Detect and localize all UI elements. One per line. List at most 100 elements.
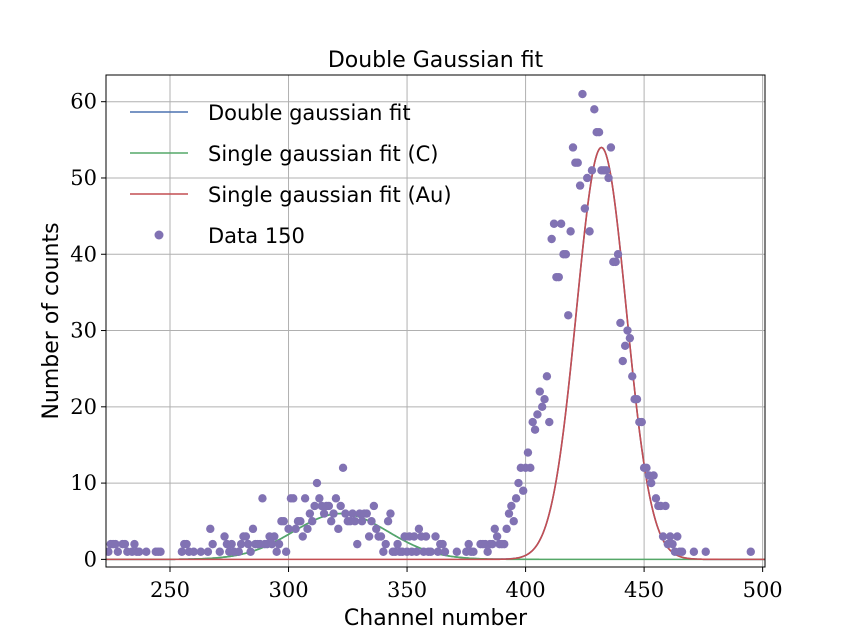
data-point bbox=[651, 494, 661, 503]
data-point bbox=[329, 509, 338, 518]
data-point bbox=[433, 547, 443, 556]
data-point bbox=[658, 532, 668, 541]
data-point bbox=[362, 509, 371, 518]
data-point bbox=[547, 234, 556, 244]
x-tick-label: 450 bbox=[624, 578, 664, 602]
data-point bbox=[367, 517, 376, 526]
data-point bbox=[289, 494, 298, 503]
data-point bbox=[649, 471, 658, 480]
plot-area bbox=[106, 89, 765, 561]
data-point bbox=[182, 539, 191, 549]
y-tick-label: 30 bbox=[70, 319, 97, 343]
data-point bbox=[296, 517, 305, 526]
data-point bbox=[519, 486, 528, 495]
grid-lines bbox=[106, 75, 765, 567]
data-point bbox=[142, 547, 151, 556]
data-point bbox=[298, 532, 307, 541]
data-point bbox=[492, 532, 502, 541]
data-point bbox=[746, 547, 755, 556]
x-tick-label: 400 bbox=[506, 578, 546, 602]
data-point bbox=[334, 524, 343, 534]
legend-marker-swatch bbox=[154, 230, 164, 240]
data-point bbox=[156, 547, 165, 556]
x-tick-label: 500 bbox=[743, 578, 783, 602]
legend-label: Single gaussian fit (Au) bbox=[208, 183, 452, 207]
data-point bbox=[227, 539, 236, 549]
data-point bbox=[284, 524, 293, 534]
data-point bbox=[379, 547, 388, 556]
data-point bbox=[353, 539, 362, 549]
series-line-double-gaussian-fit bbox=[106, 146, 765, 561]
data-point bbox=[564, 311, 573, 320]
data-point bbox=[220, 532, 229, 541]
y-tick-label: 40 bbox=[70, 242, 97, 266]
legend-label: Data 150 bbox=[208, 224, 305, 248]
data-point bbox=[601, 166, 611, 175]
data-point bbox=[632, 394, 642, 404]
data-point bbox=[618, 356, 627, 366]
data-point bbox=[341, 509, 350, 518]
data-point bbox=[625, 333, 635, 343]
legend-label: Double gaussian fit bbox=[208, 101, 411, 125]
data-point bbox=[665, 532, 675, 541]
y-tick-label: 50 bbox=[70, 166, 97, 190]
data-point bbox=[561, 250, 571, 259]
data-point bbox=[431, 532, 440, 541]
data-point bbox=[611, 257, 620, 267]
data-point bbox=[236, 539, 246, 549]
data-point bbox=[587, 166, 597, 175]
y-axis-label: Number of counts bbox=[39, 222, 64, 419]
data-point bbox=[701, 547, 710, 556]
data-point bbox=[469, 547, 478, 556]
data-point bbox=[549, 219, 559, 228]
plot-frame bbox=[105, 74, 766, 568]
data-point bbox=[421, 532, 431, 541]
data-point bbox=[440, 547, 450, 556]
data-point bbox=[637, 417, 646, 427]
data-point bbox=[331, 494, 341, 503]
data-point bbox=[677, 547, 687, 556]
data-point bbox=[535, 387, 544, 396]
data-point bbox=[511, 494, 521, 503]
data-point bbox=[267, 539, 277, 549]
series-line-single-gaussian-fit-au bbox=[106, 146, 765, 561]
data-point bbox=[120, 539, 130, 549]
data-point bbox=[111, 539, 120, 549]
data-point bbox=[647, 478, 656, 488]
data-point bbox=[580, 204, 590, 213]
data-point bbox=[134, 547, 144, 556]
data-point bbox=[542, 372, 552, 381]
data-point bbox=[248, 524, 258, 534]
data-point bbox=[308, 517, 317, 526]
data-point bbox=[526, 463, 535, 473]
data-point bbox=[568, 143, 578, 152]
data-point bbox=[270, 532, 279, 541]
data-point bbox=[315, 494, 324, 503]
data-point bbox=[258, 494, 267, 503]
data-point bbox=[246, 547, 255, 556]
data-point bbox=[350, 517, 360, 526]
data-point bbox=[364, 532, 374, 541]
data-point bbox=[241, 532, 251, 541]
data-point bbox=[305, 509, 315, 518]
data-point bbox=[348, 509, 357, 518]
data-point bbox=[673, 532, 682, 541]
axis-ticks: 250 300 350 400 450 500 0 10 20 30 40 50 60 bbox=[70, 90, 782, 602]
data-point bbox=[393, 539, 402, 549]
data-point bbox=[338, 463, 348, 473]
x-axis-label: Channel number bbox=[344, 606, 528, 631]
data-point bbox=[310, 501, 319, 511]
data-point bbox=[488, 539, 497, 549]
data-point bbox=[616, 318, 625, 328]
data-point bbox=[575, 181, 585, 190]
data-point bbox=[281, 547, 291, 556]
data-point bbox=[177, 547, 187, 556]
data-point bbox=[573, 158, 582, 167]
data-point bbox=[386, 509, 395, 518]
data-point bbox=[528, 417, 537, 427]
data-point bbox=[540, 394, 549, 404]
data-point bbox=[106, 547, 113, 556]
data-point bbox=[369, 501, 379, 511]
data-point bbox=[556, 219, 566, 228]
